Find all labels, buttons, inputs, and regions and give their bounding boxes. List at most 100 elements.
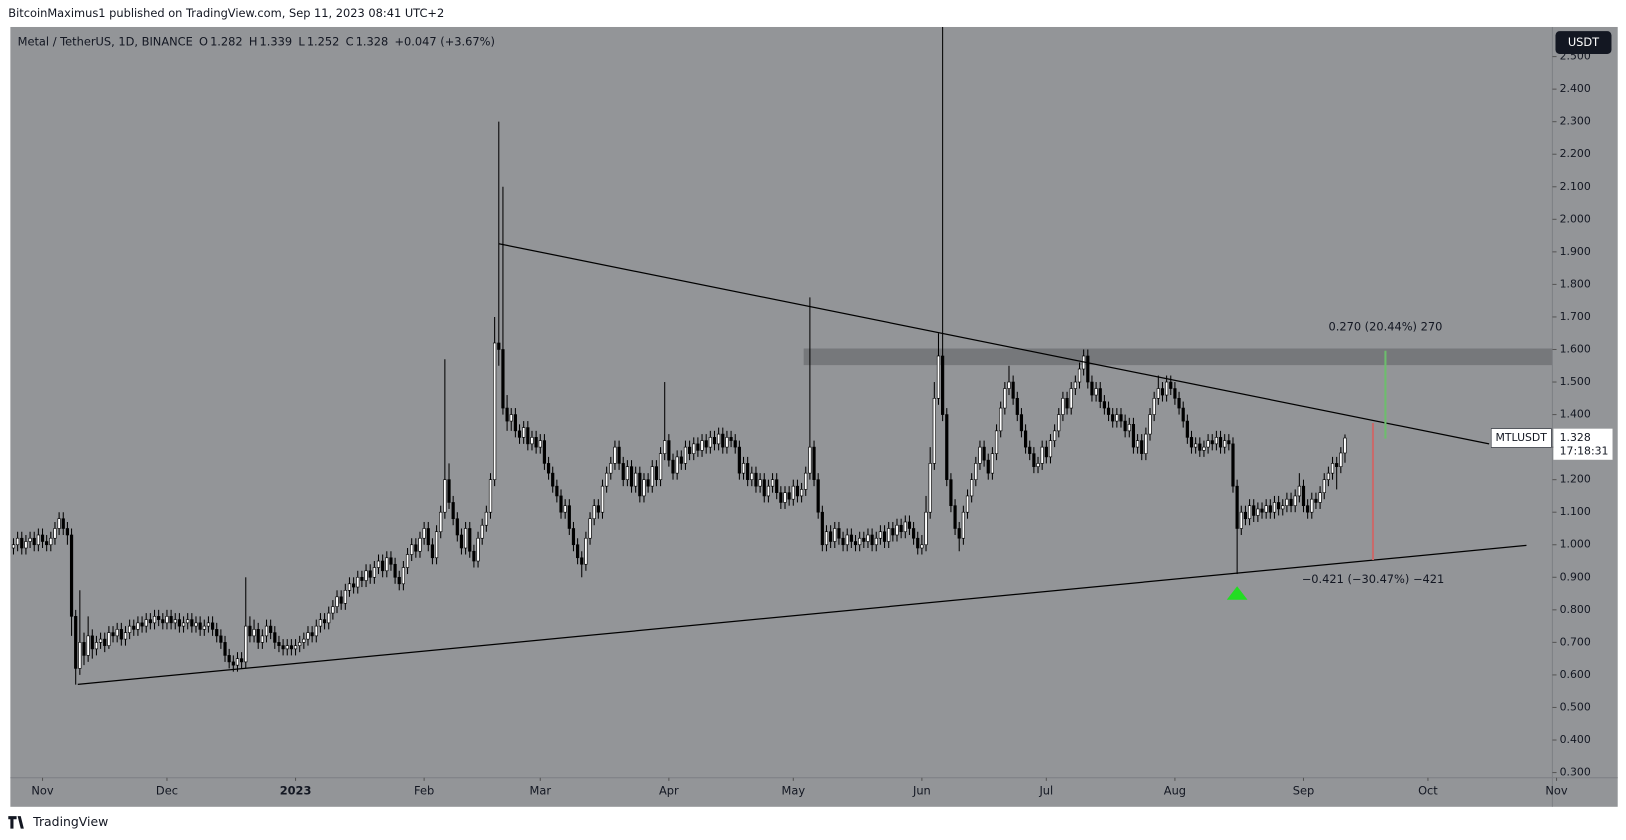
- candle-body: [829, 531, 833, 542]
- candle-body: [534, 437, 538, 448]
- candle-body: [1140, 440, 1144, 454]
- candle-body: [638, 472, 642, 497]
- candle-body: [970, 479, 974, 497]
- candle-body: [1007, 381, 1011, 389]
- candle-body: [1289, 498, 1293, 507]
- currency-button-label[interactable]: USDT: [1568, 35, 1599, 49]
- candle-body: [654, 466, 659, 480]
- candle-body: [426, 528, 430, 546]
- y-tick-label: 2.100: [1560, 180, 1591, 193]
- candle-body: [750, 472, 754, 480]
- candle-body: [634, 472, 638, 487]
- currency-button[interactable]: [1555, 31, 1612, 54]
- candle-body: [1306, 505, 1310, 513]
- candle-body: [841, 537, 845, 546]
- candle-body: [368, 570, 372, 578]
- candle-body: [443, 479, 447, 513]
- candle-body: [692, 443, 696, 454]
- y-tick-label: 0.400: [1560, 733, 1591, 746]
- y-tick-label: 2.200: [1560, 147, 1591, 160]
- candle-body: [916, 537, 920, 549]
- candle-body: [57, 518, 61, 529]
- candle-body: [231, 661, 235, 666]
- candle-body: [1210, 440, 1214, 445]
- candle-body: [1272, 502, 1277, 513]
- candle-body: [833, 528, 837, 542]
- candle-body: [422, 528, 426, 539]
- candle-body: [497, 342, 501, 350]
- candle-body: [306, 632, 310, 640]
- y-tick-label: 0.900: [1560, 570, 1591, 583]
- candle-body: [464, 528, 468, 549]
- candle-body: [845, 534, 849, 546]
- candle-body: [1310, 498, 1314, 513]
- candle-body: [94, 642, 99, 650]
- candle-body: [1285, 498, 1289, 507]
- candle-body: [1218, 437, 1223, 448]
- candle-body: [1094, 388, 1098, 396]
- candle-body: [1181, 407, 1185, 422]
- candle-body: [1156, 388, 1160, 399]
- candle-body: [571, 528, 576, 546]
- candle-body: [650, 466, 654, 487]
- last-price: 1.328: [1560, 431, 1591, 444]
- y-tick-label: 1.700: [1560, 310, 1591, 323]
- candle-body: [78, 642, 82, 669]
- candle-body: [804, 472, 808, 490]
- candle-body: [513, 414, 517, 432]
- candle-body: [397, 576, 401, 585]
- candle-body: [227, 655, 231, 663]
- candle-body: [277, 642, 281, 646]
- candle-body: [331, 606, 335, 614]
- candle-body: [783, 492, 787, 503]
- y-tick-label: 1.400: [1560, 408, 1591, 421]
- candle-body: [530, 437, 534, 445]
- candle-body: [302, 638, 306, 643]
- candle-body: [111, 632, 115, 637]
- x-tick-label: Feb: [414, 784, 434, 798]
- candle-body: [61, 518, 65, 529]
- candle-body: [152, 616, 157, 624]
- candle-body: [401, 567, 405, 585]
- candle-body: [1189, 437, 1194, 448]
- price-box: [1553, 428, 1613, 460]
- candle-body: [144, 619, 148, 627]
- candle-body: [1003, 388, 1007, 409]
- candle-body: [1127, 424, 1131, 432]
- candle-body: [82, 642, 86, 656]
- candle-body: [1177, 397, 1181, 409]
- candle-body: [770, 479, 775, 487]
- candle-body: [953, 505, 957, 529]
- candle-body: [911, 528, 916, 539]
- candle-body: [98, 638, 103, 643]
- candle-body: [455, 518, 459, 536]
- ohlc-value: 1.252: [307, 34, 340, 48]
- candle-body: [1264, 505, 1268, 513]
- candle-body: [1123, 420, 1127, 432]
- candle-body: [1277, 502, 1281, 510]
- candle-body: [646, 479, 650, 487]
- candle-body: [1111, 414, 1115, 422]
- y-tick-label: 1.600: [1560, 342, 1591, 355]
- candle-body: [339, 596, 343, 604]
- y-tick-label: 2.400: [1560, 82, 1591, 95]
- candle-body: [148, 619, 152, 624]
- candle-body: [1144, 433, 1148, 454]
- candle-body: [1077, 368, 1082, 383]
- ohlc-value: 1.282: [210, 34, 243, 48]
- candle-body: [335, 596, 339, 607]
- candle-body: [949, 479, 953, 507]
- candle-body: [1165, 381, 1169, 396]
- candle-body: [405, 554, 410, 568]
- candle-body: [364, 570, 368, 581]
- candle-body: [538, 440, 542, 448]
- candle-body: [493, 342, 497, 480]
- candle-body: [696, 443, 700, 451]
- candle-body: [920, 544, 924, 549]
- candle-body: [505, 407, 509, 422]
- candle-body: [161, 619, 165, 624]
- axes: 0.300 0.400 0.500 0.600 0.700 0.800 0.900 1.000…: [31, 50, 1613, 798]
- candle-body: [86, 635, 90, 656]
- candle-body: [542, 440, 547, 464]
- symbol: Metal / TetherUS, 1D, BINANCE: [18, 34, 193, 48]
